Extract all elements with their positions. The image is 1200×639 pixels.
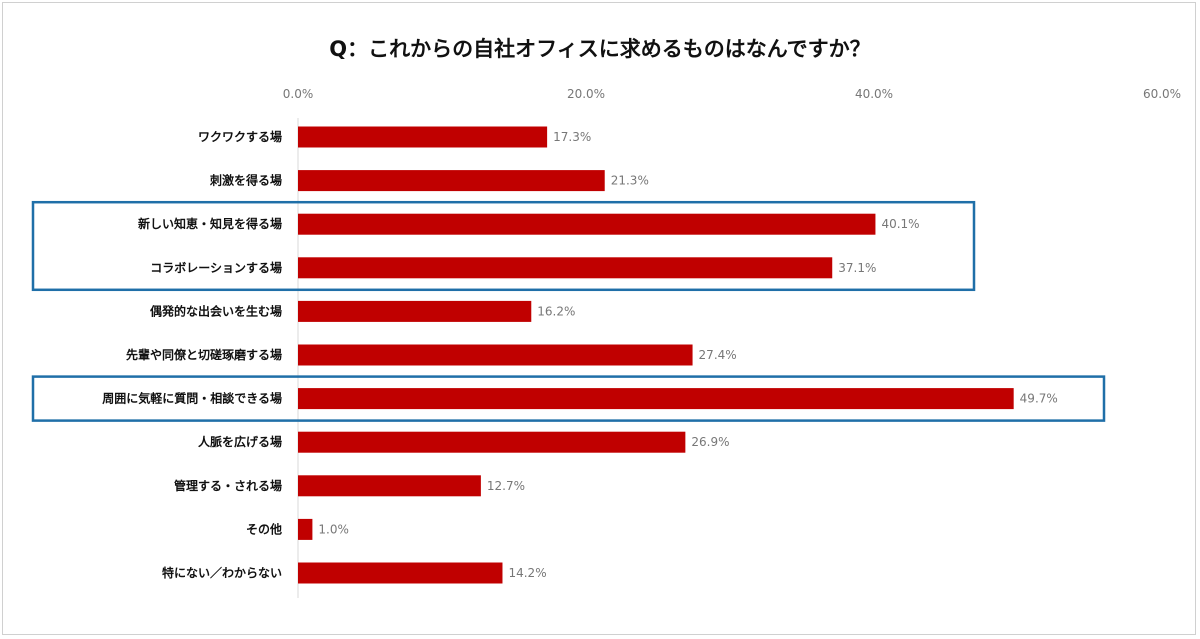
bar — [298, 518, 313, 540]
category-label: 刺激を得る場 — [209, 173, 282, 188]
bar — [298, 126, 548, 148]
category-label: コラボレーションする場 — [150, 260, 282, 275]
bar — [298, 344, 693, 366]
highlight-box — [31, 200, 976, 292]
data-label: 21.3% — [611, 174, 649, 188]
data-label: 16.2% — [537, 304, 575, 318]
bar — [298, 475, 481, 497]
category-label: 先輩や同僚と切磋琢磨する場 — [126, 347, 282, 362]
data-label: 17.3% — [553, 130, 591, 144]
category-label: 特にない／わからない — [162, 565, 282, 580]
x-tick-label: 40.0% — [855, 87, 893, 101]
category-label: その他 — [246, 521, 282, 536]
data-label: 27.4% — [699, 348, 737, 362]
highlight-box — [31, 375, 1106, 422]
category-label: 人脈を広げる場 — [198, 434, 282, 449]
data-label: 49.7% — [1020, 392, 1058, 406]
bar — [298, 562, 503, 584]
data-label: 40.1% — [881, 217, 919, 231]
data-label: 12.7% — [487, 479, 525, 493]
chart-title: Q：これからの自社オフィスに求めるものはなんですか？ — [329, 37, 871, 61]
category-label: 管理する・される場 — [174, 478, 282, 493]
category-label: 偶発的な出会いを生む場 — [150, 303, 282, 318]
bar — [298, 170, 605, 192]
data-label: 14.2% — [508, 566, 546, 580]
data-label: 26.9% — [691, 435, 729, 449]
category-label: 周囲に気軽に質問・相談できる場 — [102, 391, 282, 406]
x-tick-label: 0.0% — [283, 87, 314, 101]
bar — [298, 300, 532, 322]
data-label: 37.1% — [838, 261, 876, 275]
category-label: ワクワクする場 — [198, 129, 282, 144]
bar — [298, 388, 1014, 410]
category-label: 新しい知恵・知見を得る場 — [138, 216, 282, 231]
bar — [298, 257, 833, 279]
data-label: 1.0% — [318, 522, 349, 536]
x-tick-label: 60.0% — [1143, 87, 1181, 101]
bar — [298, 213, 876, 235]
bar — [298, 431, 686, 453]
x-tick-label: 20.0% — [567, 87, 605, 101]
